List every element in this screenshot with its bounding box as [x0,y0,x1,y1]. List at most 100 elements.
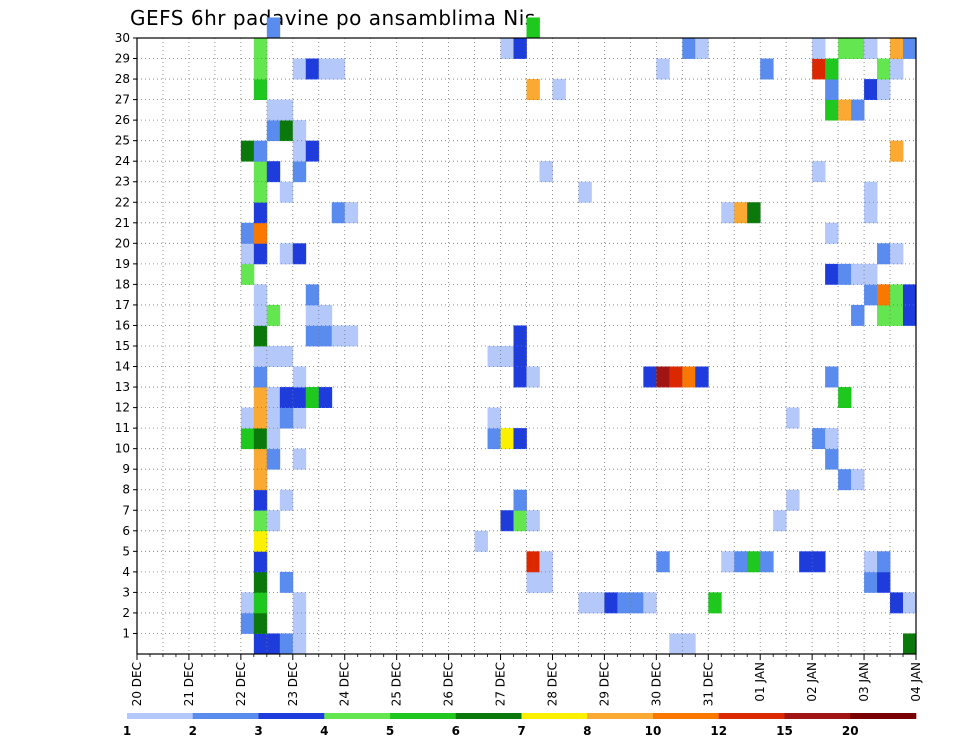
heatmap-cell [721,202,735,224]
heatmap-cell [487,346,501,367]
colorbar-segment [587,713,654,719]
y-tick-label: 1 [122,626,130,640]
heatmap-cell [838,263,852,285]
y-tick-label: 2 [122,606,130,620]
heatmap-cell [305,140,320,162]
heatmap-cell [266,17,281,39]
heatmap-cell [838,387,852,408]
x-tick-label: 28 DEC [545,662,559,706]
heatmap-cell [656,551,670,573]
x-tick-label: 03 JAN [857,662,871,702]
heatmap-cell [890,38,904,59]
x-tick-label: 31 DEC [701,662,715,706]
heatmap-cell [838,469,852,491]
heatmap-cell [253,489,268,511]
colorbar-label: 7 [517,724,525,738]
heatmap-cell [760,58,774,80]
y-tick-label: 19 [115,257,130,271]
heatmap-cell [279,181,294,203]
heatmap-cell [656,366,670,388]
heatmap-cell [864,284,878,306]
heatmap-cell [747,551,761,573]
heatmap-cell [890,58,904,80]
heatmap-cell [786,407,800,429]
y-tick-label: 14 [115,360,130,374]
heatmap-cell [903,633,917,655]
heatmap-cell [292,612,307,634]
colorbar-label: 12 [710,724,727,738]
heatmap-cell [500,510,514,532]
heatmap-cell [617,592,631,614]
heatmap-cell [305,387,320,408]
colorbar-segment [850,713,917,719]
heatmap-cell [682,633,696,655]
heatmap-cell [864,38,878,59]
colorbar-label: 6 [452,724,460,738]
heatmap-cell [721,551,735,573]
heatmap-cell [240,140,255,162]
heatmap-cell [812,161,826,183]
heatmap-cell [253,633,268,655]
y-tick-label: 29 [115,52,130,66]
x-tick-label: 30 DEC [649,662,663,706]
heatmap-cell [240,592,255,614]
heatmap-cell [292,140,307,162]
heatmap-cell [318,304,333,326]
heatmap-cell [292,120,307,142]
colorbar-label: 15 [776,724,793,738]
heatmap-cell [253,79,268,100]
heatmap-cell [656,58,670,80]
heatmap-cell [240,222,255,244]
heatmap-cell [253,202,268,224]
heatmap-cell [513,489,527,511]
heatmap-cell [682,366,696,388]
heatmap-cell [253,407,268,429]
heatmap-cell [851,304,865,326]
heatmap-cell [253,161,268,183]
colorbar-segment [324,713,391,719]
colorbar-label: 2 [189,724,197,738]
heatmap-cell [877,243,891,265]
heatmap-cell [292,448,307,470]
heatmap-cell [903,284,917,306]
heatmap-cell [812,428,826,450]
heatmap-cell [253,428,268,450]
heatmap-cell [292,407,307,429]
colorbar-segment [455,713,522,719]
y-tick-label: 30 [115,31,130,45]
colorbar-segment [653,713,720,719]
y-tick-label: 21 [115,216,130,230]
heatmap-cell [695,38,709,59]
heatmap-cell [890,304,904,326]
heatmap-cell [760,551,774,573]
heatmap-cell [253,612,268,634]
heatmap-cell [292,366,307,388]
x-tick-label: 20 DEC [130,662,144,706]
heatmap-cell [253,304,268,326]
heatmap-cell [526,510,540,532]
heatmap-cell [552,79,566,100]
heatmap-cell [526,571,540,593]
y-tick-label: 12 [115,401,130,415]
y-tick-label: 24 [115,154,130,168]
heatmap-cell [825,99,839,121]
heatmap-cell [539,551,553,573]
y-tick-label: 23 [115,175,130,189]
heatmap-cell [266,448,281,470]
y-tick-label: 20 [115,236,130,250]
heatmap-cell [253,140,268,162]
heatmap-cell [253,448,268,470]
heatmap-cell [747,202,761,224]
heatmap-cell [513,428,527,450]
heatmap-cell [890,243,904,265]
heatmap-cell [279,571,294,593]
heatmap-cell [864,79,878,100]
heatmap-cell [877,79,891,100]
heatmap-cell [877,304,891,326]
y-tick-label: 27 [115,93,130,107]
heatmap-cell [279,243,294,265]
heatmap-cell [890,284,904,306]
heatmap-cell [851,469,865,491]
heatmap-cell [851,263,865,285]
colorbar-segment [192,713,259,719]
